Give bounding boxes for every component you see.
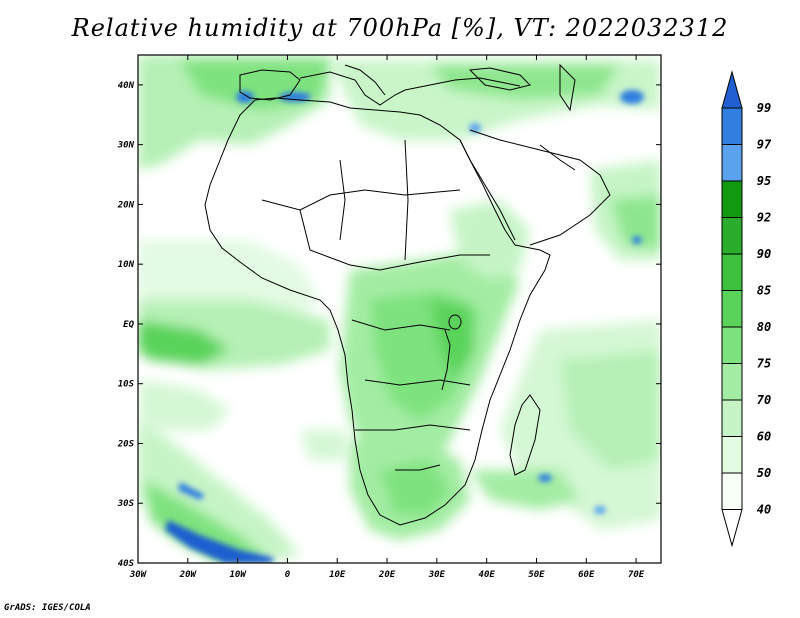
colorbar-label: 80: [757, 320, 771, 334]
colorbar-top-arrow: [721, 70, 743, 109]
colorbar-swatch: [721, 290, 743, 328]
lon-tick-label: 0: [285, 570, 291, 580]
lon-tick-label: 10W: [229, 570, 247, 580]
coastlines: [204, 63, 611, 526]
lat-tick-label: 30S: [117, 499, 135, 509]
longitude-axis: 30W 20W 10W 0 10E 20E 30E 40E 50E 60E 70E: [129, 55, 645, 580]
credit-label: GrADS: IGES/COLA: [4, 603, 91, 613]
colorbar-swatch: [721, 363, 743, 401]
lon-tick-label: 30W: [129, 570, 148, 580]
latitude-axis: 40N 30N 20N 10N EQ 10S 20S 30S 40S: [117, 81, 661, 569]
colorbar-bottom-arrow: [721, 509, 743, 548]
colorbar-swatch: [721, 253, 743, 291]
lon-tick-label: 10E: [329, 570, 346, 580]
colorbar-swatch: [721, 399, 743, 437]
lat-tick-label: 40N: [118, 81, 135, 91]
lon-tick-label: 60E: [578, 570, 595, 580]
lat-tick-label: 10N: [118, 260, 135, 270]
colorbar-label: 70: [757, 393, 771, 407]
lon-tick-label: 20W: [179, 570, 198, 580]
lat-tick-label: 20S: [117, 439, 135, 449]
colorbar-label: 99: [757, 101, 771, 115]
colorbar-label: 90: [757, 247, 771, 261]
colorbar-label: 97: [757, 138, 772, 152]
lon-tick-label: 50E: [528, 570, 545, 580]
humidity-shading: [138, 55, 661, 563]
lat-tick-label: 40S: [118, 559, 135, 569]
colorbar-label: 75: [757, 357, 771, 371]
lat-tick-label: 10S: [118, 380, 135, 390]
plot-frame: [137, 54, 662, 564]
colorbar-label: 40: [757, 503, 771, 517]
lon-tick-label: 40E: [479, 570, 496, 580]
colorbar-label: 85: [757, 284, 771, 298]
colorbar-swatch: [721, 326, 743, 364]
colorbar-swatch: [721, 436, 743, 474]
colorbar-label: 60: [757, 430, 771, 444]
lon-tick-label: 70E: [628, 570, 645, 580]
lon-tick-label: 30E: [428, 570, 446, 580]
colorbar-swatch: [721, 107, 743, 145]
lat-tick-label: 20N: [117, 200, 135, 210]
colorbar-swatch: [721, 472, 743, 510]
colorbar: 99 97 95 92 90 85 80 75 70 60 50 40: [721, 70, 772, 548]
lat-tick-label: 30N: [117, 141, 135, 151]
colorbar-swatch: [721, 180, 743, 218]
colorbar-swatch: [721, 217, 743, 255]
colorbar-label: 50: [757, 466, 771, 480]
colorbar-label: 95: [757, 174, 771, 188]
map-title: Relative humidity at 700hPa [%], VT: 202…: [71, 14, 729, 42]
lat-tick-label: EQ: [123, 320, 134, 330]
lon-tick-label: 20E: [378, 570, 396, 580]
colorbar-label: 92: [757, 211, 771, 225]
colorbar-swatch: [721, 144, 743, 182]
